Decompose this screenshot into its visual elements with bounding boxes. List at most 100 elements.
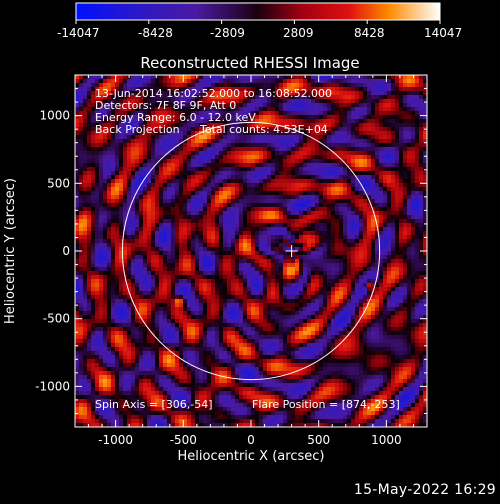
heatmap-cell bbox=[407, 235, 411, 239]
heatmap-cell bbox=[95, 219, 99, 223]
heatmap-cell bbox=[171, 223, 175, 227]
heatmap-cell bbox=[271, 255, 275, 259]
heatmap-cell bbox=[263, 223, 267, 227]
heatmap-cell bbox=[419, 191, 423, 195]
heatmap-cell bbox=[299, 255, 303, 259]
heatmap-cell bbox=[395, 247, 399, 251]
heatmap-cell bbox=[331, 191, 335, 195]
heatmap-cell bbox=[275, 259, 279, 263]
heatmap-cell bbox=[411, 123, 415, 127]
heatmap-cell bbox=[395, 119, 399, 123]
heatmap-cell bbox=[347, 107, 351, 111]
heatmap-cell bbox=[271, 211, 275, 215]
heatmap-cell bbox=[335, 75, 339, 79]
heatmap-cell bbox=[311, 255, 315, 259]
heatmap-cell bbox=[259, 179, 263, 183]
heatmap-cell bbox=[255, 187, 259, 191]
heatmap-cell bbox=[167, 231, 171, 235]
heatmap-cell bbox=[155, 247, 159, 251]
heatmap-cell bbox=[403, 163, 407, 167]
heatmap-cell bbox=[99, 171, 103, 175]
heatmap-cell bbox=[95, 143, 99, 147]
heatmap-cell bbox=[395, 75, 399, 79]
heatmap-cell bbox=[191, 283, 195, 287]
heatmap-cell bbox=[187, 219, 191, 223]
heatmap-cell bbox=[199, 255, 203, 259]
heatmap-cell bbox=[223, 159, 227, 163]
heatmap-cell bbox=[339, 95, 343, 99]
heatmap-cell bbox=[83, 103, 87, 107]
heatmap-cell bbox=[371, 183, 375, 187]
heatmap-cell bbox=[147, 163, 151, 167]
heatmap-cell bbox=[363, 247, 367, 251]
heatmap-cell bbox=[167, 255, 171, 259]
heatmap-cell bbox=[259, 287, 263, 291]
heatmap-cell bbox=[107, 147, 111, 151]
heatmap-cell bbox=[115, 211, 119, 215]
heatmap-cell bbox=[95, 299, 99, 303]
heatmap-cell bbox=[291, 263, 295, 267]
heatmap-cell bbox=[119, 179, 123, 183]
heatmap-cell bbox=[119, 147, 123, 151]
heatmap-cell bbox=[167, 243, 171, 247]
heatmap-cell bbox=[171, 183, 175, 187]
heatmap-cell bbox=[231, 175, 235, 179]
heatmap-cell bbox=[195, 231, 199, 235]
heatmap-cell bbox=[131, 175, 135, 179]
heatmap-cell bbox=[307, 107, 311, 111]
heatmap-cell bbox=[379, 219, 383, 223]
heatmap-cell bbox=[411, 231, 415, 235]
heatmap-cell bbox=[143, 267, 147, 271]
heatmap-cell bbox=[267, 263, 271, 267]
heatmap-cell bbox=[155, 295, 159, 299]
heatmap-cell bbox=[159, 207, 163, 211]
heatmap-cell bbox=[211, 251, 215, 255]
heatmap-cell bbox=[143, 155, 147, 159]
heatmap-cell bbox=[259, 155, 263, 159]
heatmap-cell bbox=[103, 275, 107, 279]
heatmap-cell bbox=[335, 103, 339, 107]
heatmap-cell bbox=[87, 295, 91, 299]
heatmap-cell bbox=[279, 187, 283, 191]
heatmap-cell bbox=[199, 215, 203, 219]
heatmap-cell bbox=[91, 175, 95, 179]
heatmap-cell bbox=[207, 231, 211, 235]
heatmap-cell bbox=[187, 75, 191, 79]
heatmap-cell bbox=[207, 267, 211, 271]
heatmap-cell bbox=[87, 283, 91, 287]
heatmap-cell bbox=[183, 163, 187, 167]
heatmap-cell bbox=[227, 287, 231, 291]
heatmap-cell bbox=[107, 187, 111, 191]
heatmap-cell bbox=[283, 183, 287, 187]
heatmap-cell bbox=[275, 207, 279, 211]
heatmap-cell bbox=[191, 175, 195, 179]
heatmap-cell bbox=[339, 143, 343, 147]
heatmap-cell bbox=[351, 263, 355, 267]
heatmap-cell bbox=[263, 187, 267, 191]
heatmap-cell bbox=[151, 215, 155, 219]
heatmap-cell bbox=[375, 131, 379, 135]
heatmap-cell bbox=[167, 239, 171, 243]
heatmap-cell bbox=[355, 271, 359, 275]
heatmap-cell bbox=[315, 259, 319, 263]
heatmap-cell bbox=[355, 147, 359, 151]
heatmap-cell bbox=[219, 271, 223, 275]
heatmap-cell bbox=[207, 163, 211, 167]
heatmap-cell bbox=[391, 87, 395, 91]
heatmap-cell bbox=[303, 115, 307, 119]
heatmap-cell bbox=[151, 147, 155, 151]
heatmap-cell bbox=[303, 155, 307, 159]
heatmap-cell bbox=[343, 183, 347, 187]
heatmap-cell bbox=[387, 279, 391, 283]
heatmap-cell bbox=[319, 163, 323, 167]
heatmap-cell bbox=[143, 159, 147, 163]
heatmap-cell bbox=[231, 299, 235, 303]
heatmap-cell bbox=[311, 247, 315, 251]
heatmap-cell bbox=[383, 271, 387, 275]
heatmap-cell bbox=[91, 263, 95, 267]
heatmap-cell bbox=[87, 107, 91, 111]
heatmap-cell bbox=[347, 131, 351, 135]
heatmap-cell bbox=[283, 291, 287, 295]
heatmap-cell bbox=[211, 231, 215, 235]
heatmap-cell bbox=[243, 163, 247, 167]
